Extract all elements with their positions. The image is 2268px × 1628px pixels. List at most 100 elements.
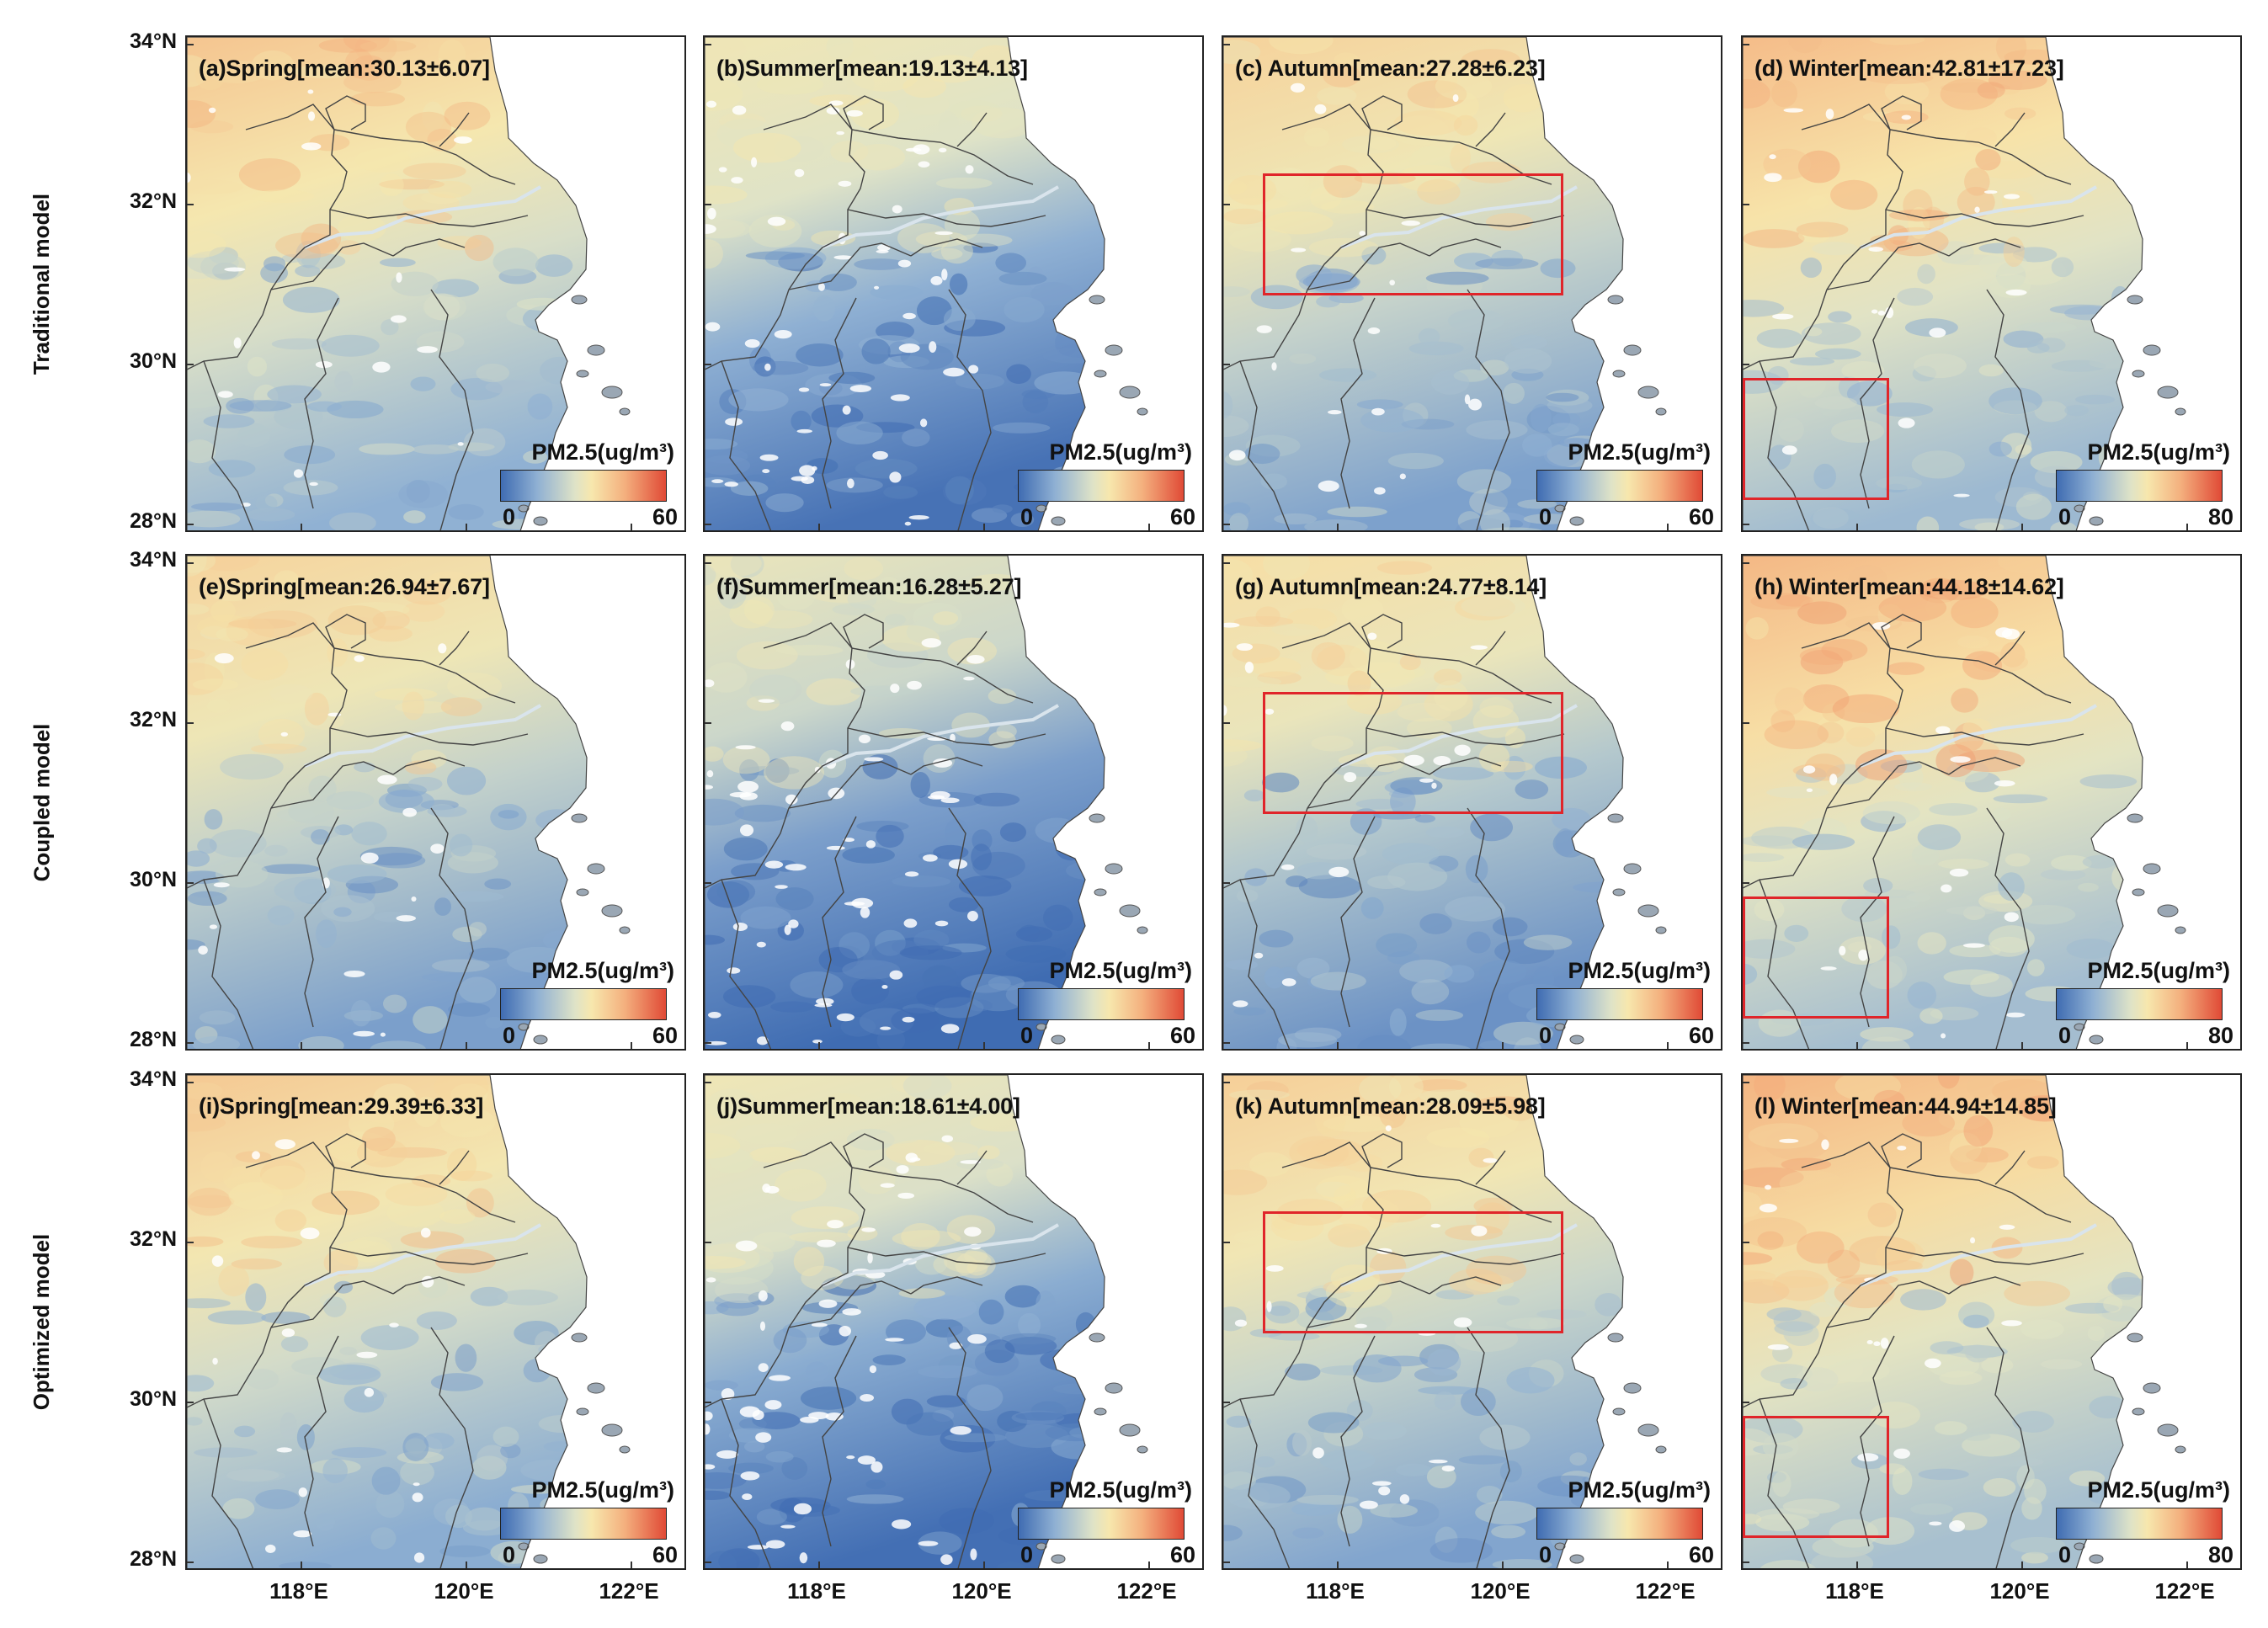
island — [601, 1423, 623, 1437]
island — [2127, 813, 2143, 823]
missing-data-patch — [380, 1032, 386, 1037]
high-value-patch — [722, 745, 770, 774]
low-value-patch — [765, 1450, 794, 1463]
island — [1569, 516, 1584, 526]
missing-data-patch — [1781, 445, 1797, 455]
missing-data-patch — [1949, 1520, 1966, 1532]
missing-data-patch — [413, 1482, 420, 1487]
island — [587, 344, 605, 356]
high-value-patch — [2026, 1156, 2059, 1169]
low-value-patch — [1828, 311, 1852, 323]
low-value-patch — [274, 876, 337, 903]
colorbar-min: 0 — [1539, 1023, 1552, 1048]
pm25-map — [187, 556, 631, 1049]
lon-tick — [1667, 524, 1669, 530]
low-value-patch — [1946, 760, 1989, 783]
low-value-patch — [922, 965, 958, 992]
missing-data-patch — [1885, 306, 1894, 319]
missing-data-patch — [390, 315, 407, 323]
missing-data-patch — [209, 924, 218, 929]
high-value-patch — [1743, 78, 1770, 109]
high-value-patch — [791, 1206, 860, 1230]
lat-tick — [1743, 1242, 1749, 1243]
high-value-patch — [1352, 662, 1416, 688]
high-value-patch — [1461, 595, 1525, 617]
high-value-patch — [350, 91, 405, 107]
province-boundary — [1281, 104, 1384, 290]
lon-label: 118°E — [1306, 1578, 1365, 1604]
high-value-patch — [274, 570, 300, 591]
high-value-patch — [1399, 653, 1421, 671]
province-boundary — [910, 757, 983, 775]
high-value-patch — [228, 1182, 283, 1210]
island — [1094, 888, 1107, 896]
low-value-patch — [790, 971, 844, 999]
panel-title: (k) Autumn[mean:28.09±5.98] — [1235, 1093, 1546, 1119]
missing-data-patch — [1431, 782, 1437, 790]
lat-tick — [187, 562, 194, 564]
low-value-patch — [2051, 257, 2074, 278]
low-value-patch — [1370, 1503, 1418, 1518]
high-value-patch — [2004, 107, 2036, 120]
low-value-patch — [350, 1000, 372, 1027]
missing-data-patch — [1941, 884, 1952, 893]
missing-data-patch — [930, 790, 950, 800]
low-value-patch — [2064, 404, 2090, 417]
low-value-patch — [1569, 1452, 1587, 1466]
high-value-patch — [1772, 1269, 1829, 1301]
low-value-patch — [1766, 786, 1829, 799]
missing-data-patch — [759, 454, 779, 461]
island — [601, 904, 623, 918]
province-boundary — [948, 289, 992, 530]
missing-data-patch — [762, 1184, 771, 1193]
missing-data-patch — [1783, 108, 1804, 113]
high-value-patch — [1362, 1189, 1432, 1223]
low-value-patch — [207, 1310, 267, 1325]
high-value-patch — [450, 1083, 488, 1106]
province-boundary — [788, 242, 912, 290]
province-boundary — [822, 1335, 857, 1547]
low-value-patch — [1946, 906, 1998, 916]
pm25-map — [1743, 37, 2186, 530]
province-boundary — [721, 360, 772, 530]
missing-data-patch — [897, 259, 912, 268]
high-value-patch — [450, 1170, 493, 1182]
low-value-patch — [245, 1283, 267, 1311]
low-value-patch — [1005, 944, 1067, 963]
highlight-box — [1263, 692, 1563, 814]
province-boundary — [1475, 630, 1506, 666]
low-value-patch — [311, 829, 330, 845]
missing-data-patch — [265, 1544, 276, 1553]
missing-data-patch — [922, 854, 938, 862]
low-value-patch — [1756, 328, 1803, 348]
province-boundary — [1889, 129, 2072, 185]
province-boundary — [1366, 209, 1565, 227]
low-value-patch — [1978, 253, 2029, 277]
low-value-patch — [204, 809, 223, 830]
island — [1094, 1407, 1107, 1416]
lon-label: 118°E — [269, 1578, 328, 1604]
lat-label: 30°N — [130, 868, 177, 891]
low-value-patch — [1882, 925, 1901, 950]
low-value-patch — [939, 1508, 994, 1535]
lon-label: 120°E — [951, 1578, 1012, 1604]
colorbar — [500, 988, 667, 1020]
high-value-patch — [1328, 1223, 1371, 1248]
island — [2143, 344, 2161, 356]
low-value-patch — [731, 863, 780, 881]
high-value-patch — [746, 695, 780, 711]
low-value-patch — [865, 1479, 886, 1490]
low-value-patch — [318, 1364, 381, 1386]
low-value-patch — [267, 905, 295, 926]
missing-data-patch — [948, 859, 968, 870]
low-value-patch — [1035, 817, 1079, 843]
low-value-patch — [267, 385, 322, 404]
high-value-patch — [216, 627, 248, 642]
high-value-patch — [1963, 1115, 1994, 1147]
low-value-patch — [998, 271, 1047, 285]
missing-data-patch — [364, 1387, 375, 1397]
high-value-patch — [379, 173, 404, 197]
high-value-patch — [1323, 1115, 1394, 1132]
low-value-patch — [752, 360, 809, 375]
high-value-patch — [753, 610, 813, 629]
